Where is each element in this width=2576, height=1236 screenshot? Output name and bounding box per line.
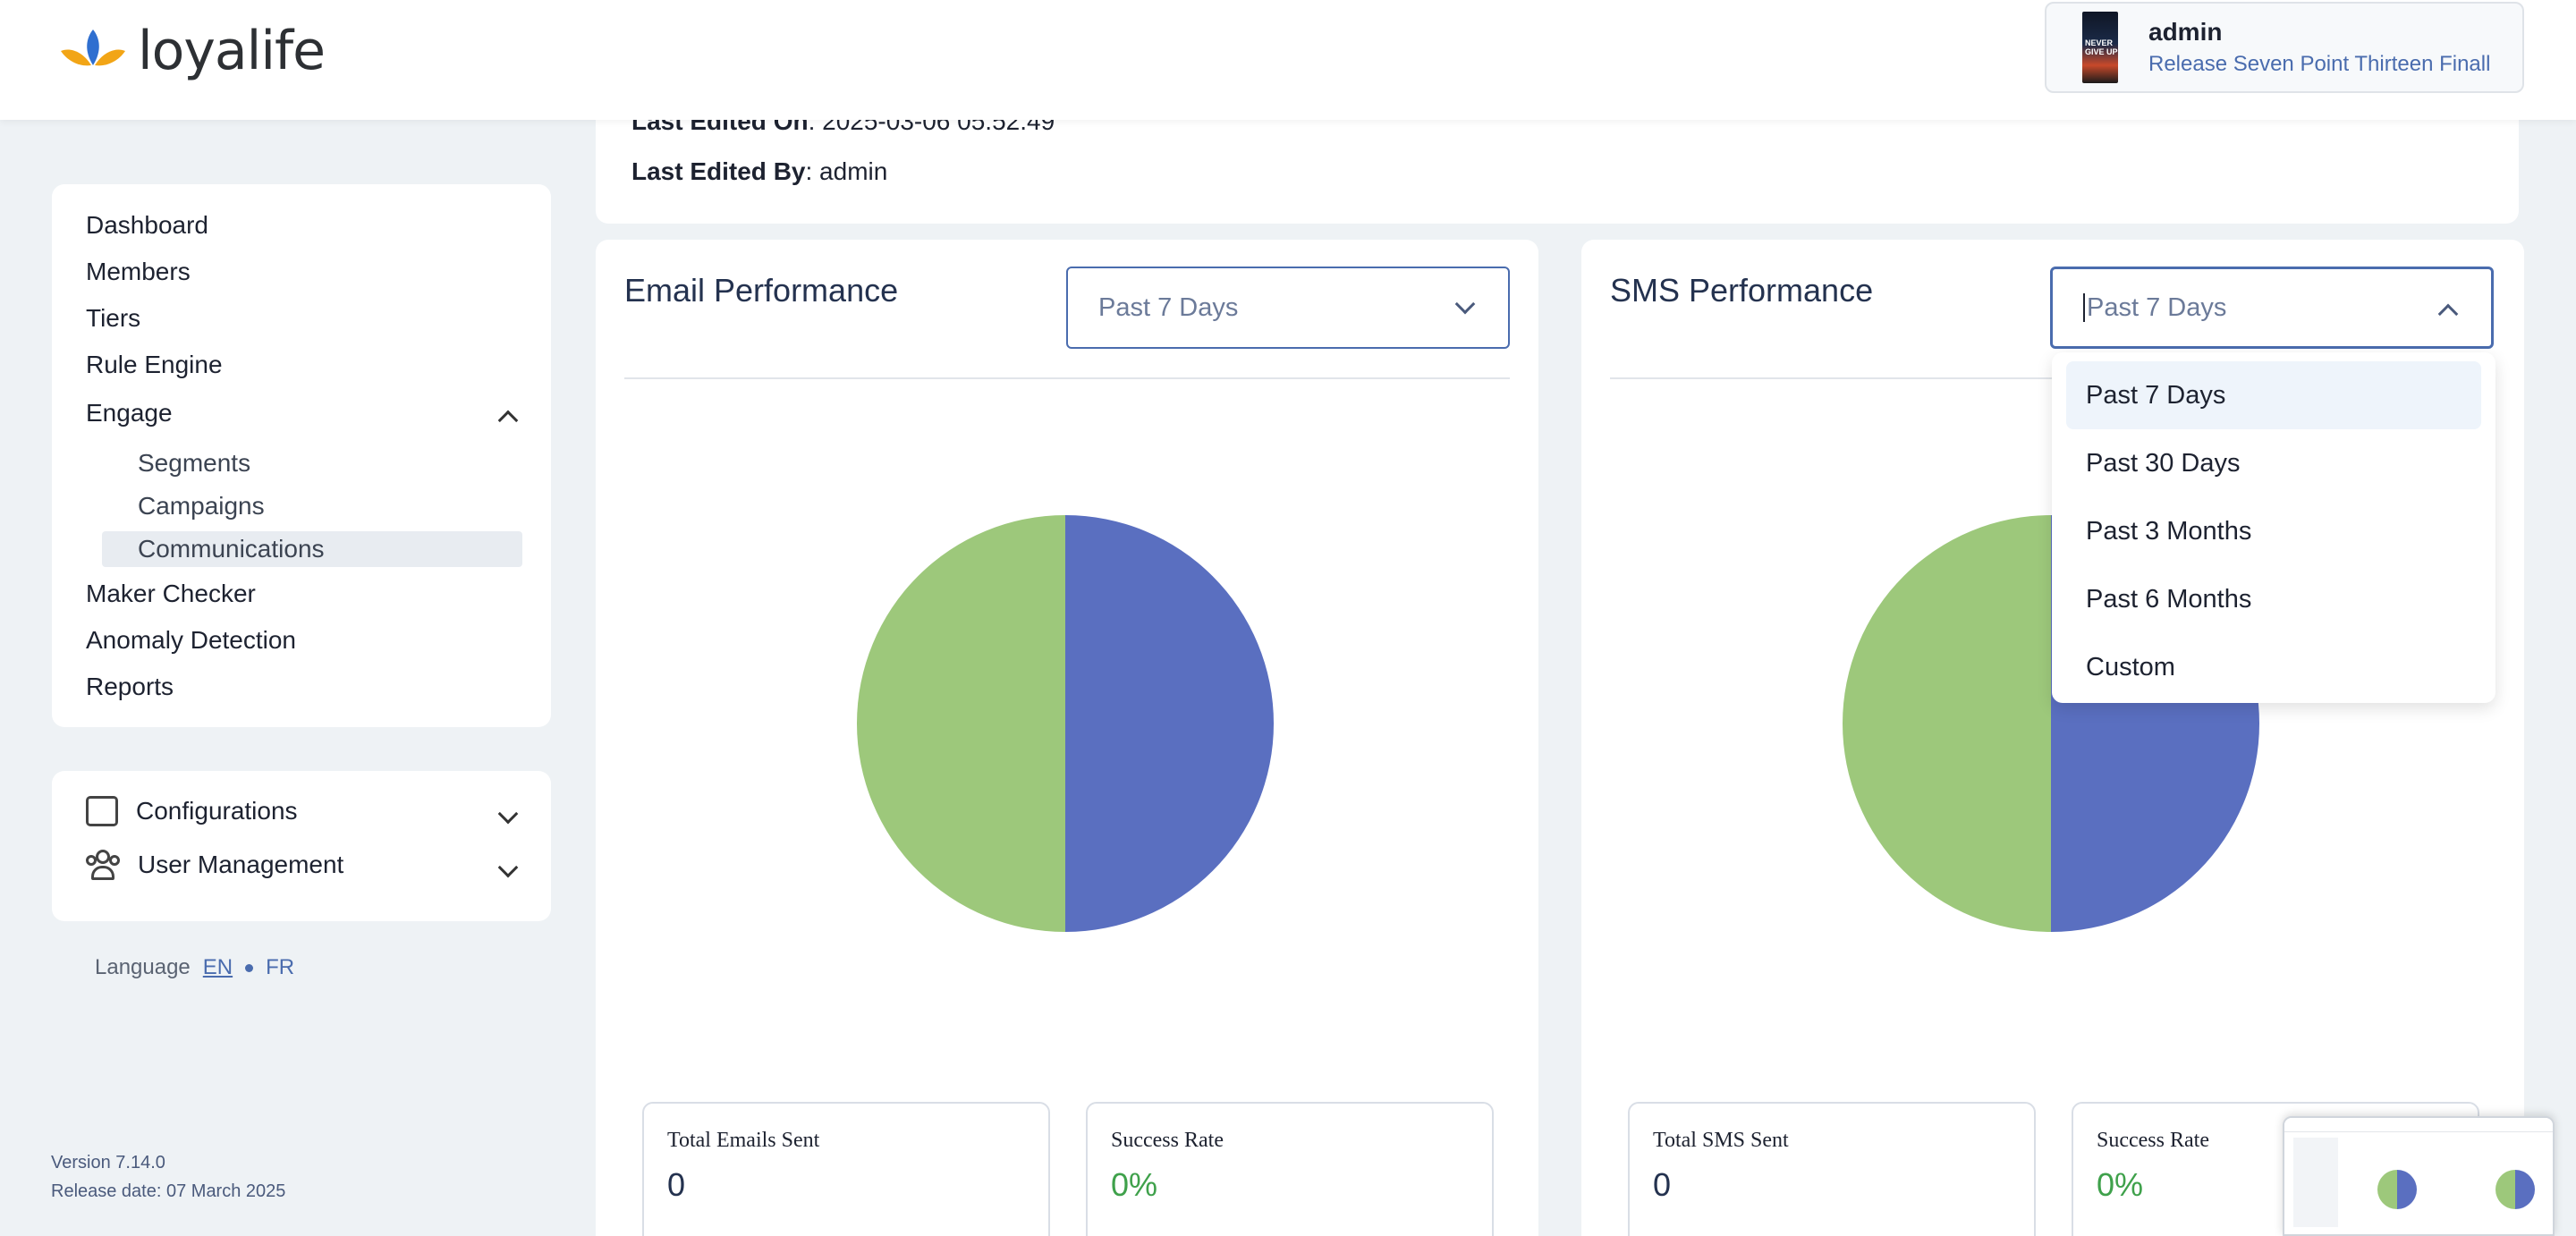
language-en-link[interactable]: EN — [202, 955, 233, 979]
email-pie-slice-green — [857, 515, 1065, 932]
email-success-rate-card: Success Rate 0% — [1086, 1102, 1494, 1236]
sidebar-item-tiers[interactable]: Tiers — [86, 304, 141, 332]
dropdown-option-custom[interactable]: Custom — [2086, 652, 2175, 681]
language-label: Language — [95, 955, 191, 979]
user-management-icon — [86, 850, 120, 880]
dropdown-option-past-30-days[interactable]: Past 30 Days — [2086, 448, 2241, 478]
sidebar-nav: Dashboard Members Tiers Rule Engine Enga… — [52, 184, 551, 727]
thumbnail-header — [2284, 1118, 2553, 1132]
thumbnail-pie — [2496, 1170, 2535, 1209]
sms-performance-title: SMS Performance — [1610, 272, 1874, 309]
release-date-text: Release date: 07 March 2025 — [51, 1181, 286, 1201]
sidebar-item-segments[interactable]: Segments — [138, 449, 251, 477]
divider — [624, 377, 1510, 379]
chevron-down-icon[interactable] — [497, 803, 519, 825]
language-fr-link[interactable]: FR — [266, 955, 295, 979]
email-pie-slice-blue — [1065, 515, 1274, 932]
email-pie-chart — [857, 515, 1274, 932]
email-performance-title: Email Performance — [624, 272, 899, 309]
stat-value: 0 — [667, 1166, 686, 1203]
dropdown-option-past-6-months[interactable]: Past 6 Months — [2086, 584, 2252, 614]
email-period-select[interactable]: Past 7 Days — [1066, 267, 1510, 349]
sms-pie-slice-green — [1843, 515, 2051, 932]
version-text: Version 7.14.0 — [51, 1153, 165, 1173]
last-edited-by-value: : admin — [805, 157, 888, 185]
user-name: admin — [2148, 18, 2223, 46]
text-caret — [2083, 293, 2085, 322]
chevron-up-icon — [2437, 303, 2459, 325]
sms-period-value: Past 7 Days — [2087, 292, 2227, 322]
sidebar-item-communications[interactable]: Communications — [138, 535, 325, 563]
total-emails-sent-card: Total Emails Sent 0 — [642, 1102, 1050, 1236]
brand-name: loyalife — [138, 20, 326, 82]
avatar-text: NEVER GIVE UP — [2085, 38, 2118, 56]
stat-label: Total SMS Sent — [1653, 1129, 1789, 1152]
sidebar-item-dashboard[interactable]: Dashboard — [86, 211, 208, 239]
language-switcher: Language EN FR — [95, 955, 294, 980]
chevron-down-icon — [1454, 293, 1476, 315]
release-name: Release Seven Point Thirteen Finall — [2148, 52, 2491, 76]
dropdown-option-past-7-days[interactable]: Past 7 Days — [2066, 361, 2481, 429]
email-performance-card: Email Performance Past 7 Days Total Emai… — [596, 240, 1538, 1236]
stat-value: 0 — [1653, 1166, 1672, 1203]
chevron-up-icon[interactable] — [497, 410, 519, 431]
stat-label: Success Rate — [2097, 1129, 2209, 1152]
configurations-icon — [86, 796, 118, 826]
loyalife-logo-icon — [61, 30, 125, 66]
email-period-value: Past 7 Days — [1098, 292, 1239, 322]
sidebar-item-configurations[interactable]: Configurations — [86, 796, 298, 826]
sidebar-item-rule-engine[interactable]: Rule Engine — [86, 351, 223, 378]
logo[interactable]: loyalife — [59, 20, 326, 82]
sms-period-select[interactable]: Past 7 Days — [2050, 267, 2494, 349]
dropdown-option-past-3-months[interactable]: Past 3 Months — [2086, 516, 2252, 546]
sidebar-item-campaigns[interactable]: Campaigns — [138, 492, 265, 520]
total-sms-sent-card: Total SMS Sent 0 — [1628, 1102, 2036, 1236]
stat-label: Success Rate — [1111, 1129, 1224, 1152]
thumbnail-sidebar — [2293, 1138, 2338, 1227]
sidebar-item-anomaly-detection[interactable]: Anomaly Detection — [86, 626, 297, 654]
stat-label: Total Emails Sent — [667, 1129, 820, 1152]
last-edited-by: Last Edited By: admin — [631, 157, 887, 186]
user-management-label: User Management — [138, 851, 344, 878]
avatar: NEVER GIVE UP — [2082, 12, 2118, 83]
user-profile-card[interactable]: NEVER GIVE UP admin Release Seven Point … — [2045, 2, 2524, 93]
configurations-label: Configurations — [136, 797, 298, 825]
stat-value: 0% — [1111, 1166, 1158, 1203]
separator-dot — [245, 963, 254, 972]
stat-value: 0% — [2097, 1166, 2144, 1203]
version-info: Version 7.14.0 Release date: 07 March 20… — [51, 1148, 285, 1206]
sidebar-item-engage[interactable]: Engage — [86, 399, 173, 427]
chevron-down-icon[interactable] — [497, 857, 519, 878]
thumbnail-pie — [2377, 1170, 2417, 1209]
sidebar-item-members[interactable]: Members — [86, 258, 191, 285]
period-dropdown-menu: Past 7 Days Past 30 Days Past 3 Months P… — [2052, 352, 2496, 703]
top-bar: loyalife NEVER GIVE UP admin Release Sev… — [0, 0, 2576, 120]
sidebar-item-reports[interactable]: Reports — [86, 673, 174, 700]
sidebar-item-maker-checker[interactable]: Maker Checker — [86, 580, 256, 607]
settings-nav: Configurations User Management — [52, 771, 551, 921]
sidebar-item-user-management[interactable]: User Management — [86, 850, 343, 880]
active-item-highlight — [102, 531, 522, 567]
last-edited-by-label: Last Edited By — [631, 157, 806, 185]
screenshot-thumbnail[interactable] — [2283, 1116, 2555, 1236]
